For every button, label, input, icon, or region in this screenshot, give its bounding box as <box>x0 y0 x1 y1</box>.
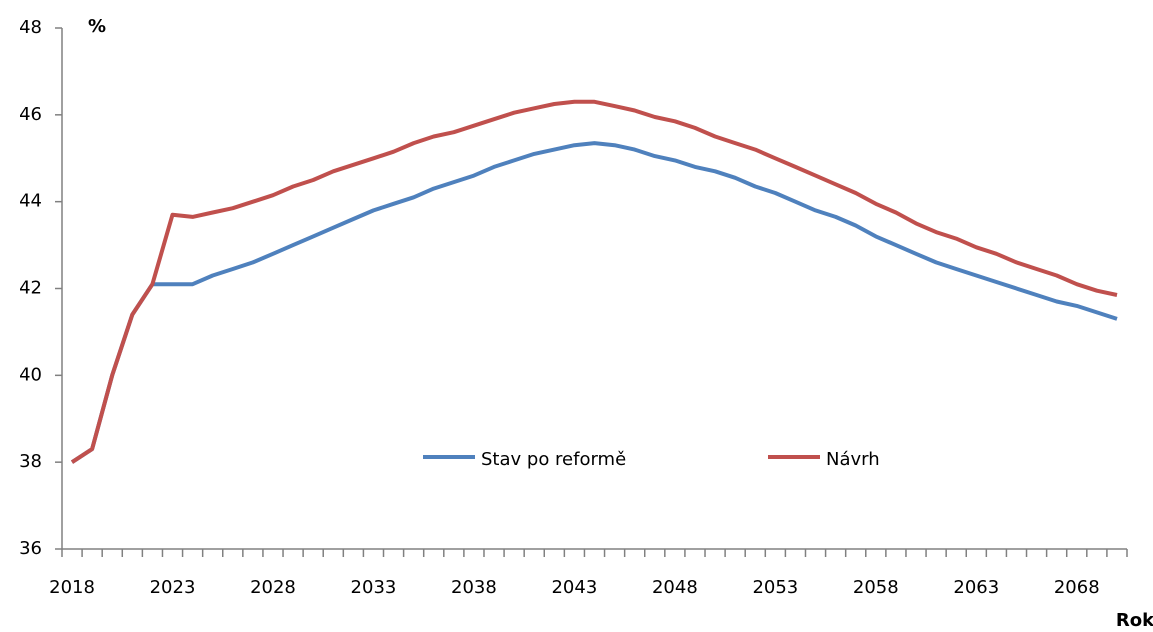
x-tick-label: 2063 <box>953 577 999 598</box>
series-line <box>70 141 1118 464</box>
x-tick-label: 2058 <box>853 577 899 598</box>
x-tick-label: 2033 <box>351 577 397 598</box>
x-tick-label: 2048 <box>652 577 698 598</box>
series-line <box>70 99 1118 464</box>
y-tick-label: 42 <box>19 278 42 299</box>
x-tick-label: 2053 <box>752 577 798 598</box>
y-tick-label: 46 <box>19 104 42 125</box>
y-tick-label: 36 <box>19 538 42 559</box>
x-axis-label: Rok <box>1116 610 1153 628</box>
x-tick-label: 2018 <box>49 577 95 598</box>
y-tick-label: 38 <box>19 451 42 472</box>
x-tick-label: 2028 <box>250 577 296 598</box>
y-tick-label: 40 <box>19 364 42 385</box>
legend-label: Návrh <box>826 449 880 470</box>
y-tick-label: 44 <box>19 191 42 212</box>
x-tick-label: 2038 <box>451 577 497 598</box>
x-tick-label: 2023 <box>150 577 196 598</box>
x-tick-label: 2068 <box>1054 577 1100 598</box>
legend-label: Stav po reformě <box>481 449 626 470</box>
y-tick-label: 48 <box>19 17 42 38</box>
x-tick-label: 2043 <box>551 577 597 598</box>
y-axis-label: % <box>88 16 106 37</box>
